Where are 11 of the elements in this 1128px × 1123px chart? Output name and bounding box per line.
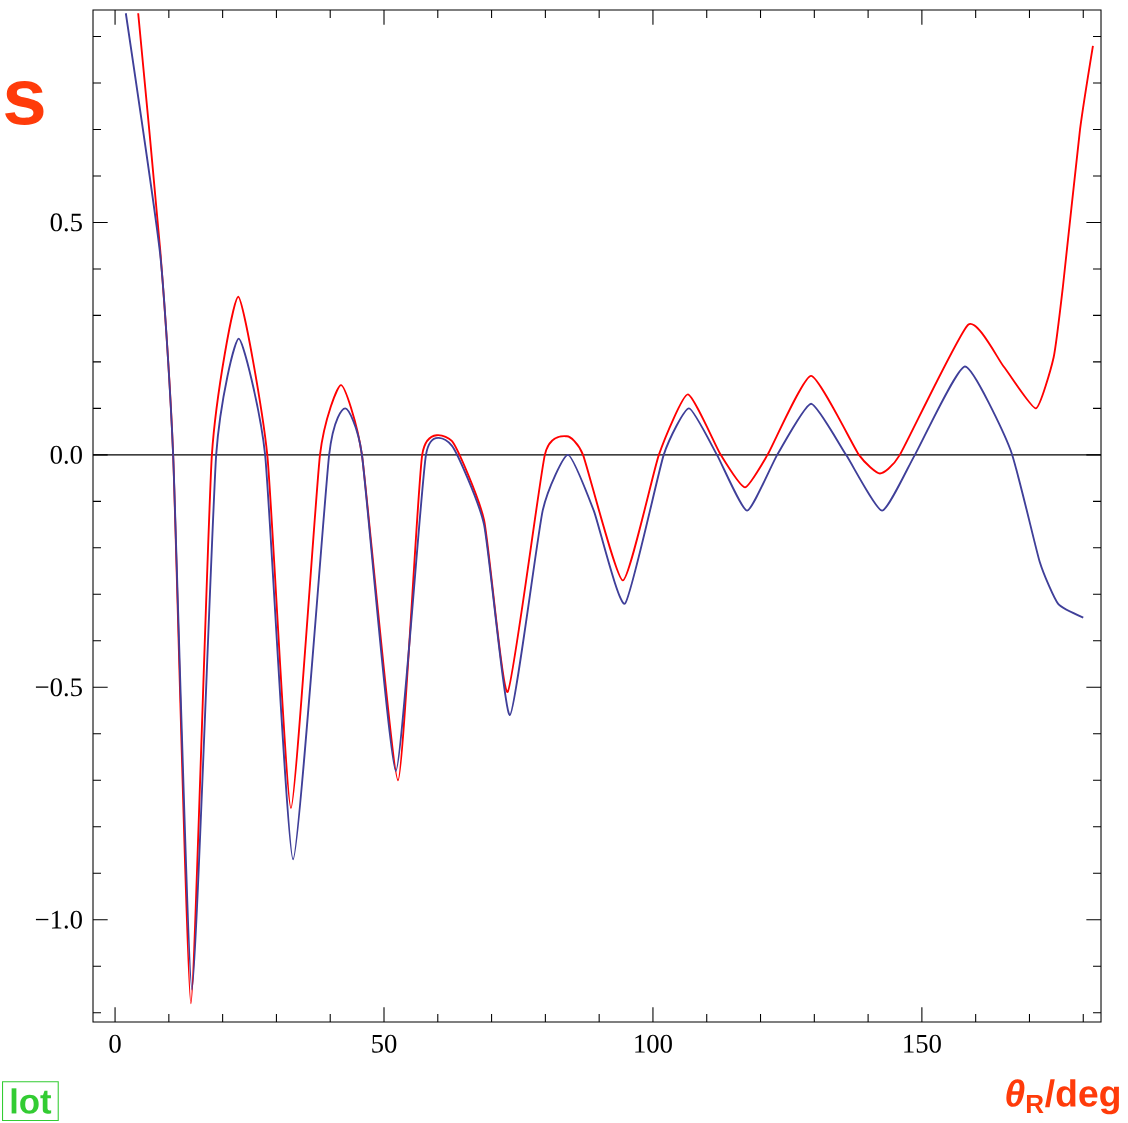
y-tick-label: −0.5: [35, 678, 82, 697]
text: lot: [11, 1088, 52, 1114]
x-axis-title: θ$_{R}$/deg: [1006, 1079, 1119, 1115]
x-tick-label: 100: [635, 1034, 672, 1053]
x-tick-label: 50: [372, 1034, 397, 1053]
y-tick-label: −1.0: [35, 910, 82, 929]
x-tick-label: 0: [109, 1034, 121, 1053]
x-tick-label: 150: [904, 1034, 941, 1053]
text: s: [5, 81, 44, 125]
y-tick-label: 0.0: [50, 445, 82, 464]
y-tick-label: 0.5: [50, 213, 82, 232]
